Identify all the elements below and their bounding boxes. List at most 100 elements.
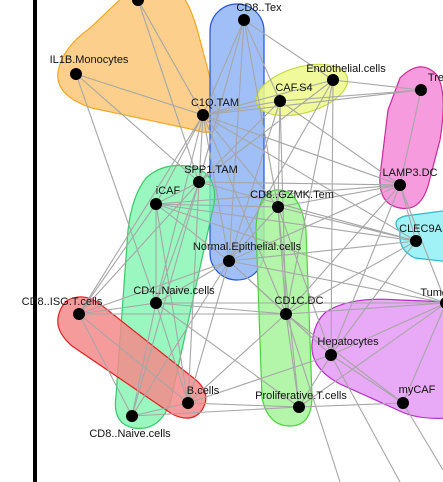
node-label-cd8naive: CD8..Naive.cells <box>89 428 171 440</box>
edge-normep-lamp3 <box>228 184 401 262</box>
node-cd1c: CD1C.DC <box>275 295 323 320</box>
edge-spp1-cd8naive <box>131 181 200 417</box>
edge-gzmk-prolif <box>277 206 300 408</box>
edge-cd8tex-normep <box>228 19 245 262</box>
edge-bcells-cd8naive <box>131 402 189 417</box>
node-label-spp1: SPP1.TAM <box>184 164 238 176</box>
edge-icaf-normep <box>155 203 230 262</box>
node-cd8isg: CD8..ISG.T.cells <box>22 296 103 320</box>
edge-gzmk-hep <box>277 206 332 356</box>
node-dot-endo <box>327 74 339 86</box>
node-dot-cd8naive <box>126 410 138 422</box>
edge-lamp3-tumor <box>399 184 443 297</box>
edge-normep-cd8naive <box>131 260 230 417</box>
node-label-il1b: IL1B.Monocytes <box>50 54 129 66</box>
edge-endo-cd1c <box>285 79 334 315</box>
node-label-endo: Endothelial.cells <box>306 63 386 75</box>
node-label-tumor: Tumor <box>420 287 443 299</box>
edge-hep-lamp3 <box>330 184 401 356</box>
edge-endo-treg <box>332 79 422 91</box>
node-prolif: Proliferative.T.cells <box>255 390 347 413</box>
edge-cd1c-bcells <box>187 313 287 404</box>
edge-c1q-endo <box>202 79 334 116</box>
edge-mycaf-exit1 <box>402 402 443 471</box>
edge-prolif-bcells <box>187 402 300 408</box>
edge-cd8isg-cd8naive <box>78 313 133 417</box>
edge-icaf-lamp3 <box>155 184 401 205</box>
edge-icaf-gzmk <box>155 203 279 208</box>
edge-normep-bcells <box>187 260 230 404</box>
node-label-cd8tex: CD8..Tex <box>236 2 282 14</box>
edge-caf4-lamp3 <box>279 100 401 186</box>
edge-c1q-caf4 <box>202 100 281 116</box>
node-dot-cd8tex <box>238 14 250 26</box>
node-layer: CD8..Tex IL1B.Monocytes Endothelial.cells C… <box>22 0 443 440</box>
node-dot-il1b <box>70 68 82 80</box>
edge-cd4naive-prolif <box>155 302 300 408</box>
edge-gzmk-normep <box>228 206 279 262</box>
edge-cd4naive-cd1c <box>155 302 287 315</box>
node-dot-mycaf <box>397 397 409 409</box>
edge-lamp3-treg <box>399 89 422 186</box>
edge-endo-normep <box>228 79 334 262</box>
node-spp1: SPP1.TAM <box>184 164 238 188</box>
edge-c1q-cd4naive <box>155 114 204 304</box>
node-bcells: B.cells <box>182 385 220 409</box>
edge-cd8tex-gzmk <box>243 19 279 208</box>
edge-hep-mycaf <box>330 354 404 404</box>
edge-spp1-clec9a <box>198 181 417 242</box>
node-dot-prolif <box>293 401 305 413</box>
edge-normep-tumor <box>228 260 443 303</box>
edge-icaf-cd8isg <box>78 203 157 315</box>
node-il1b: IL1B.Monocytes <box>50 54 129 80</box>
edge-spp1-lamp3 <box>198 181 401 186</box>
node-caf4: CAF.S4 <box>274 82 313 107</box>
edge-cd1c-prolif <box>285 313 300 408</box>
edge-il1b-c1q <box>75 73 204 116</box>
cluster-pink <box>379 66 443 210</box>
edge-spp1-icaf <box>155 181 200 205</box>
edge-c1q-clec9a <box>202 114 417 242</box>
node-dot-spp1 <box>193 176 205 188</box>
node-dot-cd1c <box>280 308 292 320</box>
edge-c1q-cd1c <box>202 114 287 315</box>
node-gzmk: CD8..GZMK.Tem <box>250 189 334 213</box>
node-dot-clec9a <box>410 235 422 247</box>
node-dot-gzmk <box>272 201 284 213</box>
edge-normep-cd8isg <box>78 260 230 315</box>
node-label-clec9a: CLEC9A.DC <box>399 223 443 235</box>
edge-caf4-normep <box>228 100 281 262</box>
edge-layer <box>75 0 443 482</box>
node-dot-lamp3 <box>394 179 406 191</box>
edge-prolif-cd8naive <box>131 406 300 417</box>
edge-spp1-cd4naive <box>155 181 200 304</box>
node-label-lamp3: LAMP3.DC <box>382 167 437 179</box>
node-label-normep: Normal.Epithelial.cells <box>193 241 302 253</box>
edge-c1q-gzmk <box>202 114 279 208</box>
node-label-caf4: CAF.S4 <box>275 82 312 94</box>
edge-cd1c-clec9a <box>285 240 417 315</box>
edge-lamp3-clec9a <box>399 184 417 242</box>
node-cd4naive: CD4..Naive.cells <box>133 285 215 309</box>
node-dot-caf4 <box>274 95 286 107</box>
node-treg: Treg <box>415 72 443 96</box>
edge-cd1c-lamp3 <box>285 184 401 315</box>
edge-cd1c-exit2 <box>285 313 341 482</box>
node-dot-tumor <box>440 297 443 309</box>
edge-spp1-endo <box>198 79 334 183</box>
edge-il1b-spp1 <box>75 73 200 183</box>
edge-hep-exit3 <box>330 354 401 482</box>
edge-spp1-caf4 <box>198 100 281 183</box>
edge-endo-hep <box>330 79 334 356</box>
edge-mycaf-tumor <box>402 308 443 404</box>
edge-spp1-cd8isg <box>78 181 200 315</box>
node-label-c1q: C1Q.TAM <box>191 97 239 109</box>
node-dot-hep <box>325 349 337 361</box>
edge-hep-prolif <box>298 354 332 408</box>
node-dot-normep <box>223 255 235 267</box>
node-icaf: iCAF <box>150 185 180 210</box>
edge-c1q-treg <box>202 89 422 116</box>
edge-bcells-cd8isg <box>78 313 189 404</box>
edge-icaf-clec9a <box>155 203 417 242</box>
